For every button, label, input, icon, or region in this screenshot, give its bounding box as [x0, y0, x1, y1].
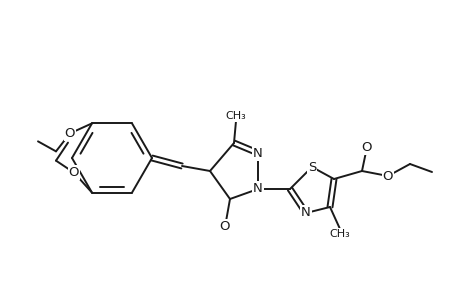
Text: S: S: [307, 160, 315, 173]
Text: N: N: [301, 206, 310, 220]
Text: CH₃: CH₃: [329, 229, 350, 239]
Text: O: O: [361, 140, 371, 154]
Text: N: N: [252, 182, 262, 196]
Text: N: N: [252, 146, 262, 160]
Text: O: O: [68, 166, 79, 179]
Text: O: O: [219, 220, 230, 233]
Text: CH₃: CH₃: [225, 111, 246, 121]
Text: O: O: [382, 169, 392, 182]
Text: O: O: [65, 127, 75, 140]
